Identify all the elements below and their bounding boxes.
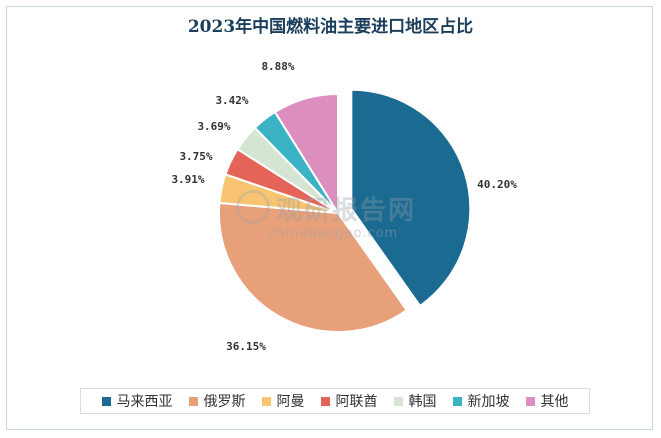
watermark-logo-icon [236, 190, 270, 224]
legend-item-0: 马来西亚 [101, 391, 173, 411]
legend-label: 韩国 [408, 394, 437, 410]
pie-slice-1 [218, 201, 409, 333]
pie-data-label-6: 8.88% [261, 60, 294, 73]
pie-slice-6 [273, 92, 339, 217]
legend-item-3: 阿联酋 [320, 391, 378, 411]
pie-data-label-5: 3.42% [215, 94, 248, 107]
pie-slice-0 [350, 88, 472, 308]
pie-data-label-1: 36.15% [226, 340, 266, 353]
legend-swatch-icon [452, 396, 462, 406]
watermark-text: 观研报告网 [276, 196, 417, 226]
chart-title: 2023年中国燃料油主要进口地区占比 [187, 17, 474, 37]
legend-swatch-icon [261, 396, 271, 406]
legend-label: 阿曼 [276, 394, 305, 410]
legend-swatch-icon [101, 396, 111, 406]
legend-swatch-icon [393, 396, 403, 406]
legend-item-6: 其他 [525, 391, 569, 411]
pie-labels: 40.20% 36.15% 3.91% 3.75% 3.69% 3.42% 8.88% [171, 60, 517, 353]
legend-label: 新加坡 [467, 394, 510, 410]
pie-data-label-3: 3.75% [179, 150, 212, 163]
pie-slices [218, 88, 472, 333]
legend-item-5: 新加坡 [452, 391, 510, 411]
legend-item-2: 阿曼 [261, 391, 305, 411]
legend-label: 其他 [540, 394, 569, 410]
legend-item-4: 韩国 [393, 391, 437, 411]
legend-swatch-icon [188, 396, 198, 406]
chart-legend: 马来西亚 俄罗斯 阿曼 阿联酋 韩国 新加坡 其他 [80, 388, 590, 414]
legend-label: 俄罗斯 [203, 394, 246, 410]
pie-data-label-2: 3.91% [171, 173, 204, 186]
pie-data-label-0: 40.20% [477, 178, 517, 191]
legend-item-1: 俄罗斯 [188, 391, 246, 411]
legend-label: 阿联酋 [335, 394, 378, 410]
pie-data-label-4: 3.69% [197, 120, 230, 133]
legend-swatch-icon [320, 396, 330, 406]
watermark-url: chinabaogao.com [268, 226, 399, 241]
legend-swatch-icon [525, 396, 535, 406]
legend-label: 马来西亚 [116, 394, 173, 410]
